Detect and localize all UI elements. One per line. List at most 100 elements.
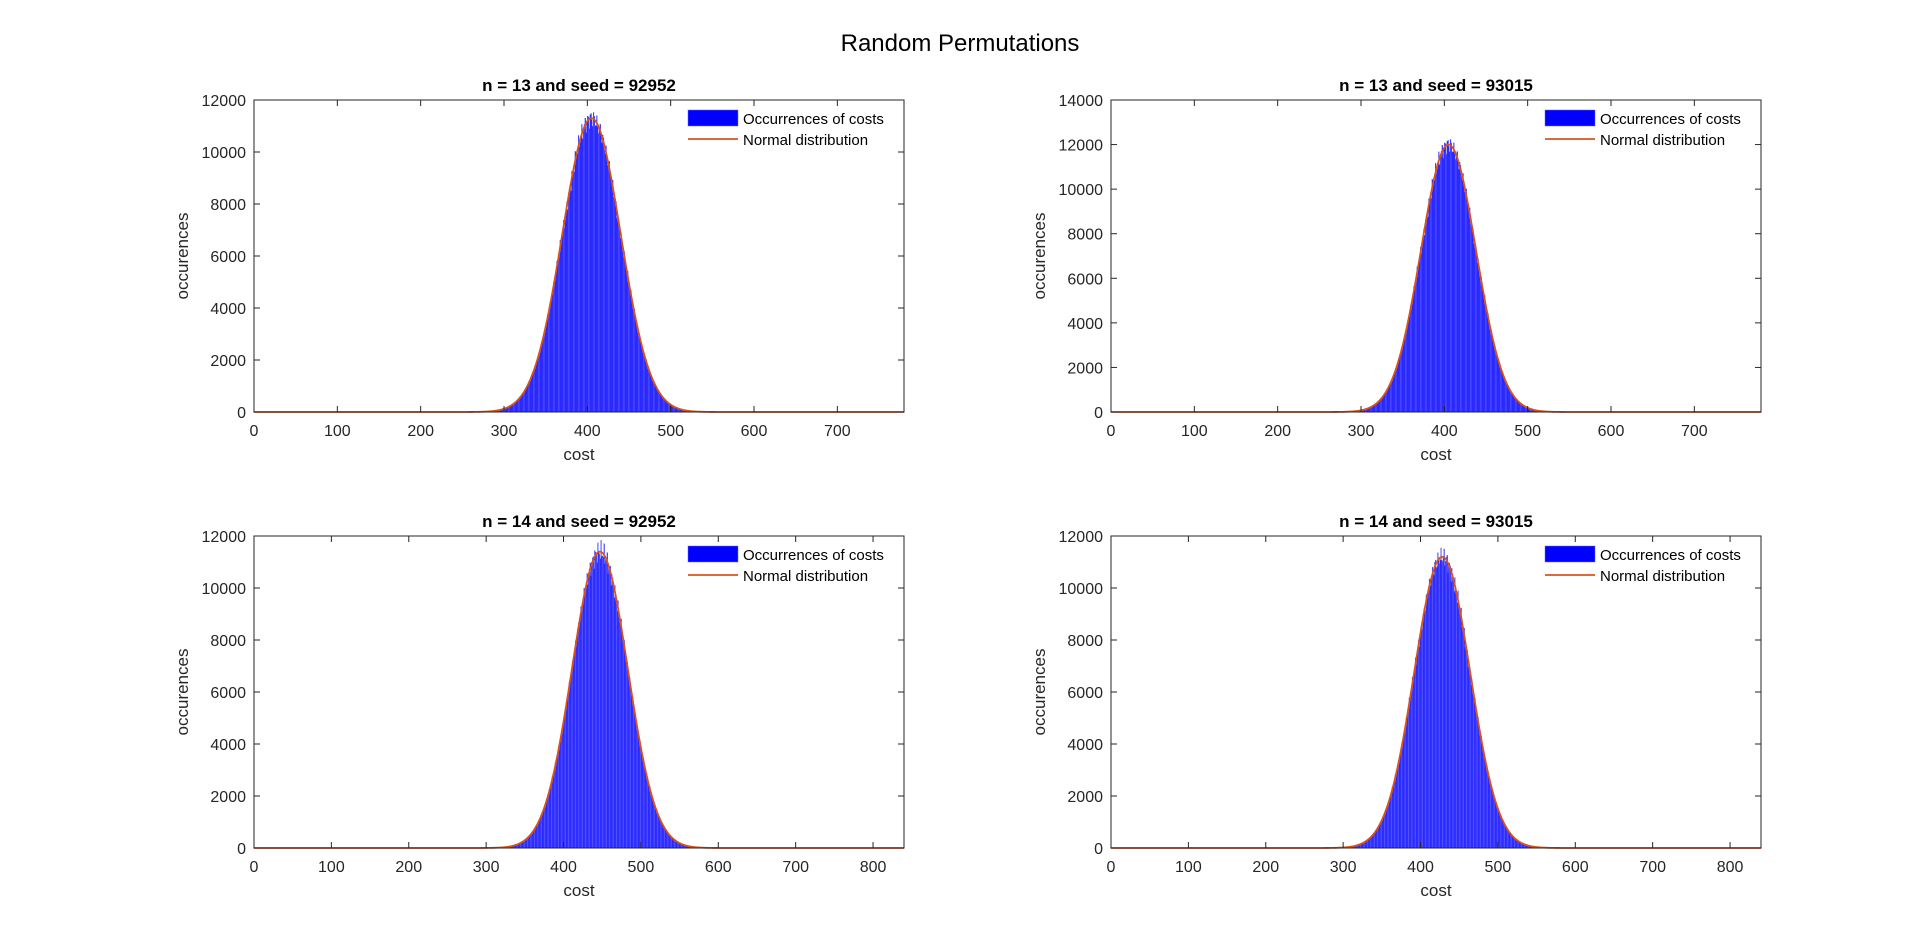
x-tick-label: 500 xyxy=(1514,423,1541,440)
y-axis-label: occurences xyxy=(1030,213,1049,300)
x-tick-label: 700 xyxy=(824,423,851,440)
legend: Occurrences of costs Normal distribution xyxy=(1544,545,1741,585)
legend-label-bars: Occurrences of costs xyxy=(1600,111,1741,128)
x-tick-label: 600 xyxy=(1562,859,1589,876)
y-tick-label: 0 xyxy=(1094,841,1103,858)
y-axis-label: occurences xyxy=(1030,649,1049,736)
x-tick-label: 200 xyxy=(395,859,422,876)
x-axis-label: cost xyxy=(563,881,594,900)
y-tick-label: 6000 xyxy=(1067,271,1103,288)
x-tick-label: 200 xyxy=(1252,859,1279,876)
legend-label-normal: Normal distribution xyxy=(743,132,868,149)
x-axis-label: cost xyxy=(1420,445,1451,464)
y-tick-label: 4000 xyxy=(210,737,246,754)
y-tick-label: 0 xyxy=(237,841,246,858)
y-tick-label: 12000 xyxy=(202,93,247,110)
y-tick-label: 4000 xyxy=(1067,737,1103,754)
histogram-bars xyxy=(1322,547,1563,849)
subplot-2: 0 100 200 300 400 500 600 700 0 2000 4000 6000 8000 1… xyxy=(1030,76,1762,464)
figure-title: Random Permutations xyxy=(840,30,1080,57)
y-tick-label: 12000 xyxy=(1059,529,1104,546)
y-tick-label: 10000 xyxy=(1059,581,1104,598)
x-tick-label: 800 xyxy=(860,859,887,876)
y-tick-label: 0 xyxy=(1094,405,1103,422)
x-tick-label: 200 xyxy=(407,423,434,440)
x-tick-label: 300 xyxy=(1330,859,1357,876)
y-tick-label: 2000 xyxy=(210,353,246,370)
x-tick-label: 500 xyxy=(657,423,684,440)
x-tick-label: 400 xyxy=(1407,859,1434,876)
legend-label-normal: Normal distribution xyxy=(743,568,868,585)
legend-swatch-bars xyxy=(687,545,739,563)
x-tick-label: 300 xyxy=(1348,423,1375,440)
y-tick-label: 2000 xyxy=(1067,360,1103,377)
legend-label-normal: Normal distribution xyxy=(1600,132,1725,149)
x-tick-label: 800 xyxy=(1717,859,1744,876)
subplot-title: n = 14 and seed = 92952 xyxy=(482,512,676,531)
y-tick-label: 4000 xyxy=(1067,316,1103,333)
x-tick-label: 0 xyxy=(1107,423,1116,440)
y-tick-label: 2000 xyxy=(1067,789,1103,806)
y-tick-label: 12000 xyxy=(1059,138,1104,155)
histogram-bars xyxy=(1329,139,1568,413)
y-axis-label: occurences xyxy=(173,213,192,300)
x-tick-label: 300 xyxy=(491,423,518,440)
x-tick-label: 200 xyxy=(1264,423,1291,440)
y-tick-label: 8000 xyxy=(1067,633,1103,650)
subplot-4: 0 100 200 300 400 500 600 700 800020004000600080… xyxy=(1030,512,1762,900)
x-tick-label: 400 xyxy=(550,859,577,876)
y-tick-label: 8000 xyxy=(210,633,246,650)
x-tick-label: 700 xyxy=(1639,859,1666,876)
x-tick-label: 600 xyxy=(1598,423,1625,440)
legend: Occurrences of costs Normal distribution xyxy=(687,109,884,149)
x-tick-label: 300 xyxy=(473,859,500,876)
subplot-1: 0 100 200 300 400 500 600 700 0 2000 4000 6000 8000 1… xyxy=(173,76,905,464)
x-tick-label: 700 xyxy=(782,859,809,876)
y-tick-label: 8000 xyxy=(1067,227,1103,244)
y-tick-label: 14000 xyxy=(1059,93,1104,110)
y-tick-label: 12000 xyxy=(202,529,247,546)
x-tick-label: 0 xyxy=(250,423,259,440)
x-tick-label: 100 xyxy=(1181,423,1208,440)
legend: Occurrences of costs Normal distribution xyxy=(687,545,884,585)
legend-label-normal: Normal distribution xyxy=(1600,568,1725,585)
x-tick-label: 100 xyxy=(318,859,345,876)
x-axis-label: cost xyxy=(563,445,594,464)
y-tick-label: 4000 xyxy=(210,301,246,318)
y-tick-label: 2000 xyxy=(210,789,246,806)
y-tick-label: 6000 xyxy=(210,249,246,266)
x-tick-label: 600 xyxy=(741,423,768,440)
x-tick-label: 400 xyxy=(1431,423,1458,440)
subplot-title: n = 14 and seed = 93015 xyxy=(1339,512,1533,531)
histogram-bars xyxy=(479,540,721,849)
x-tick-label: 0 xyxy=(250,859,259,876)
histogram-bars xyxy=(465,112,718,413)
x-tick-label: 500 xyxy=(1485,859,1512,876)
legend-swatch-bars xyxy=(1544,545,1596,563)
y-axis-label: occurences xyxy=(173,649,192,736)
x-tick-label: 100 xyxy=(1175,859,1202,876)
x-tick-label: 600 xyxy=(705,859,732,876)
x-tick-label: 0 xyxy=(1107,859,1116,876)
y-tick-label: 8000 xyxy=(210,197,246,214)
legend: Occurrences of costs Normal distribution xyxy=(1544,109,1741,149)
y-tick-label: 0 xyxy=(237,405,246,422)
y-tick-label: 10000 xyxy=(202,145,247,162)
axes-box xyxy=(1110,99,1762,413)
legend-swatch-bars xyxy=(1544,109,1596,127)
legend-label-bars: Occurrences of costs xyxy=(743,547,884,564)
legend-label-bars: Occurrences of costs xyxy=(1600,547,1741,564)
legend-swatch-bars xyxy=(687,109,739,127)
y-tick-label: 10000 xyxy=(1059,182,1104,199)
x-tick-label: 500 xyxy=(628,859,655,876)
subplot-3: 0 100 200 300 400 500 600 700 800020004000600080… xyxy=(173,512,905,900)
x-axis-label: cost xyxy=(1420,881,1451,900)
legend-label-bars: Occurrences of costs xyxy=(743,111,884,128)
subplot-title: n = 13 and seed = 92952 xyxy=(482,76,676,95)
x-tick-label: 700 xyxy=(1681,423,1708,440)
y-tick-label: 6000 xyxy=(210,685,246,702)
y-tick-label: 10000 xyxy=(202,581,247,598)
subplot-title: n = 13 and seed = 93015 xyxy=(1339,76,1533,95)
x-tick-label: 400 xyxy=(574,423,601,440)
